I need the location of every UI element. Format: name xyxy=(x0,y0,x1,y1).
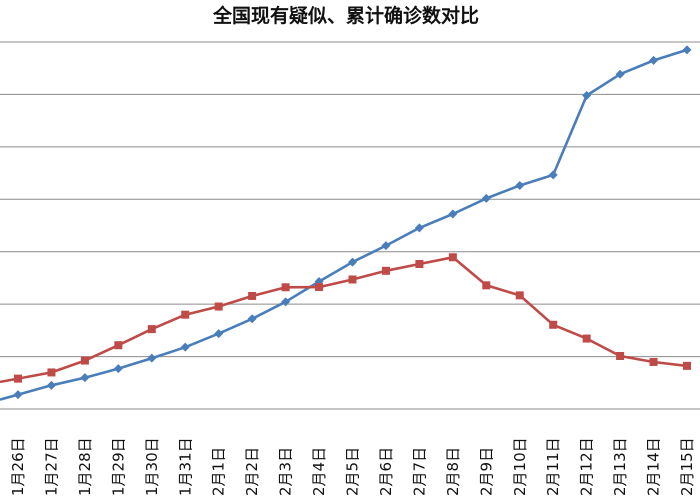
data-point xyxy=(549,320,558,329)
x-tick-label: 2月5日 xyxy=(344,447,362,496)
data-point xyxy=(281,297,291,307)
series-layer xyxy=(0,45,692,401)
data-point xyxy=(315,283,324,292)
x-tick-label: 2月4日 xyxy=(310,447,328,496)
data-point xyxy=(47,368,56,377)
data-point xyxy=(13,390,23,400)
x-tick-label: 2月3日 xyxy=(277,447,295,496)
data-point xyxy=(415,259,424,268)
data-point xyxy=(616,351,625,360)
data-point xyxy=(582,90,592,100)
data-point xyxy=(582,334,591,343)
data-point xyxy=(515,291,524,300)
data-point xyxy=(448,209,458,219)
data-point xyxy=(515,180,525,190)
x-tick-label: 2月12日 xyxy=(578,437,596,496)
x-tick-label: 2月15日 xyxy=(678,437,696,496)
data-point xyxy=(615,69,625,79)
data-point xyxy=(649,55,659,65)
series-line xyxy=(0,255,688,384)
data-point xyxy=(682,45,692,55)
data-point xyxy=(381,241,391,251)
data-point xyxy=(481,193,491,203)
x-axis-tick-labels: 1月26日 1月27日 1月28日 1月29日 1月30日 1月31日 2月1日 2月2日 2月… xyxy=(9,437,696,496)
data-point xyxy=(414,223,424,233)
data-point xyxy=(46,380,56,390)
data-point xyxy=(181,310,190,319)
data-point xyxy=(147,325,156,334)
series-2 xyxy=(0,253,691,384)
x-tick-label: 2月6日 xyxy=(377,447,395,496)
data-point xyxy=(80,356,89,365)
x-tick-label: 2月13日 xyxy=(611,437,629,496)
x-tick-label: 2月11日 xyxy=(544,437,562,496)
x-tick-label: 2月7日 xyxy=(410,447,428,496)
data-point xyxy=(114,341,123,350)
x-tick-label: 2月1日 xyxy=(210,447,228,496)
data-point xyxy=(548,170,558,180)
grid-lines xyxy=(0,41,700,410)
data-point xyxy=(649,357,658,366)
x-tick-label: 1月30日 xyxy=(143,437,161,496)
data-point xyxy=(113,364,123,374)
data-point xyxy=(281,283,290,292)
data-point xyxy=(180,342,190,352)
x-tick-label: 2月8日 xyxy=(444,447,462,496)
series-1 xyxy=(0,45,692,401)
data-point xyxy=(14,374,22,383)
x-tick-label: 1月31日 xyxy=(176,437,194,496)
x-tick-label: 1月29日 xyxy=(109,437,127,496)
data-point xyxy=(247,314,257,324)
data-point xyxy=(482,281,491,290)
data-point xyxy=(214,329,224,339)
data-point xyxy=(80,373,90,383)
x-tick-label: 2月2日 xyxy=(243,447,261,496)
chart-title: 全国现有疑似、累计确诊数对比 xyxy=(212,4,479,27)
data-point xyxy=(248,291,257,300)
data-point xyxy=(448,253,457,262)
data-point xyxy=(348,275,357,284)
x-tick-label: 1月28日 xyxy=(76,437,94,496)
data-point xyxy=(348,257,357,267)
data-point xyxy=(214,302,223,311)
data-point xyxy=(147,353,157,363)
x-tick-label: 2月10日 xyxy=(511,437,529,496)
data-point xyxy=(683,361,691,370)
data-point xyxy=(381,266,390,275)
x-tick-label: 2月14日 xyxy=(645,437,663,496)
x-tick-label: 1月26日 xyxy=(9,437,27,496)
x-tick-label: 2月9日 xyxy=(477,447,495,496)
x-tick-label: 1月27日 xyxy=(42,437,60,496)
series-line xyxy=(0,48,688,401)
